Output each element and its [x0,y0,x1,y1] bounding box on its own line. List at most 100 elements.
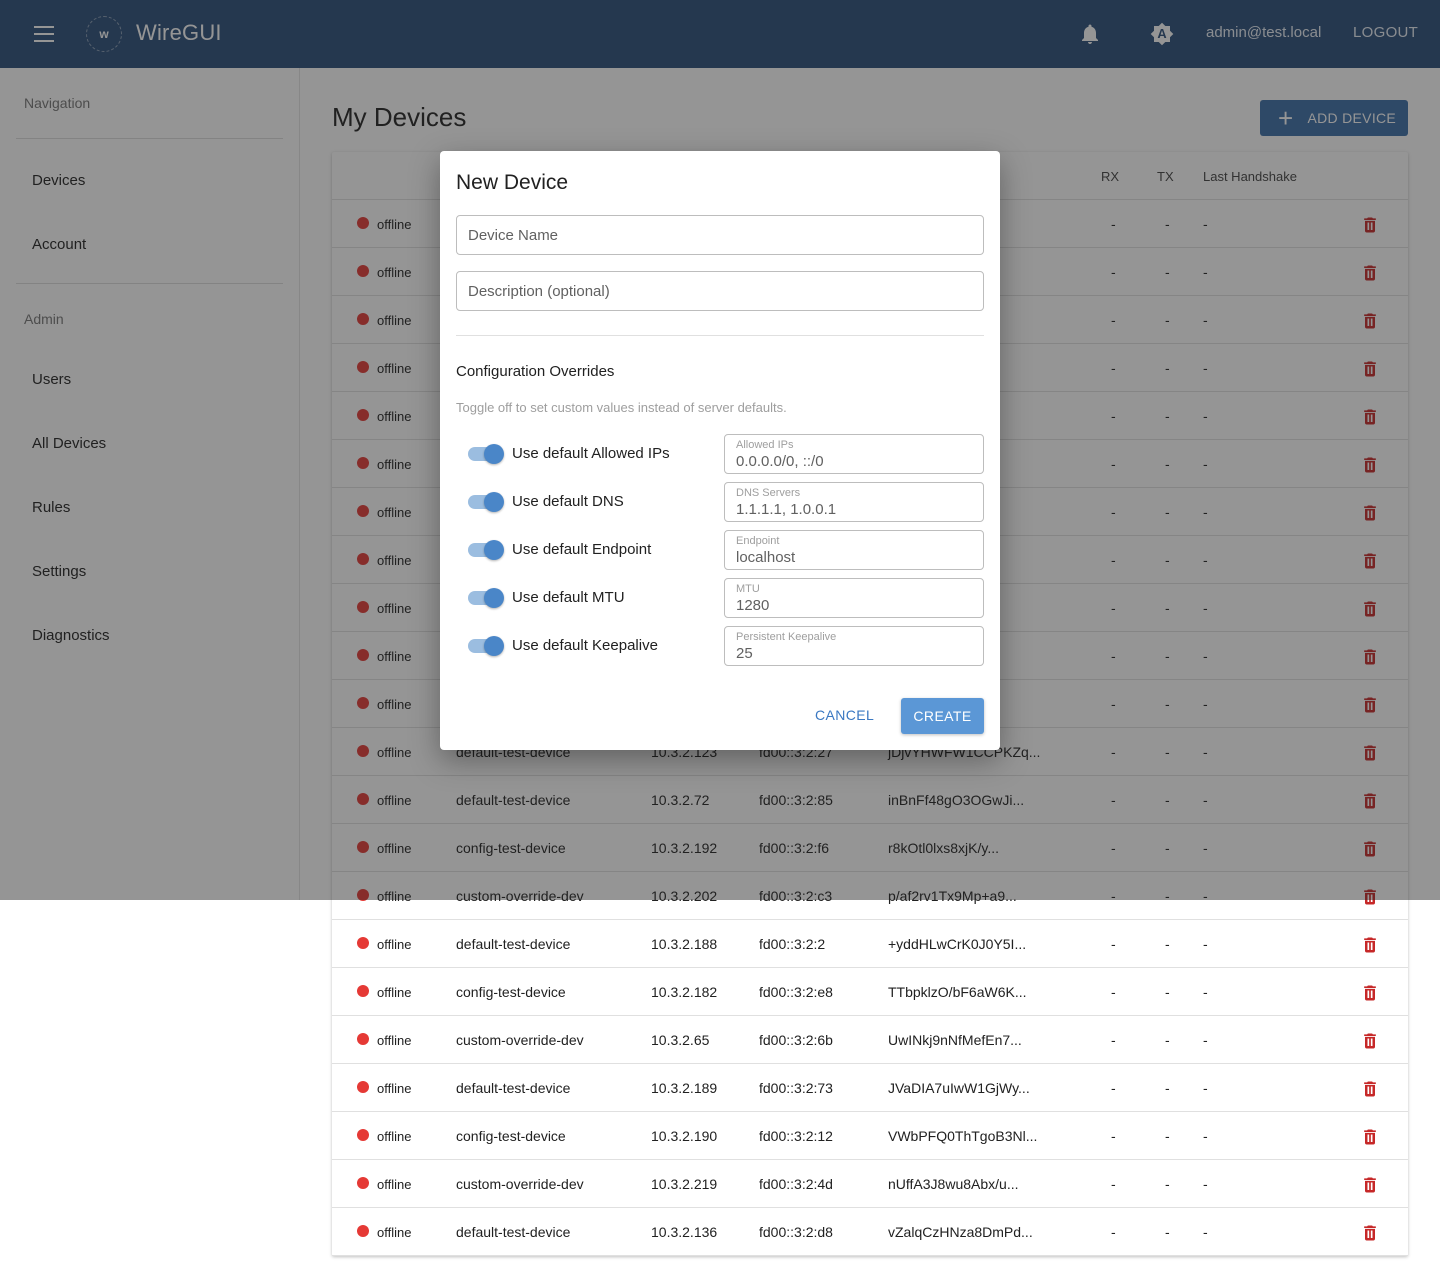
trash-icon[interactable] [1360,742,1380,764]
rx-cell: - [1111,1080,1116,1096]
allowed-ips-field[interactable]: Allowed IPs 0.0.0.0/0, ::/0 [724,434,984,474]
toggle-default-dns[interactable] [468,492,504,512]
trash-icon[interactable] [1360,214,1380,236]
rx-cell: - [1111,360,1116,376]
trash-icon[interactable] [1360,1078,1380,1100]
trash-icon[interactable] [1360,358,1380,380]
trash-icon[interactable] [1360,406,1380,428]
device-name-placeholder: Device Name [468,227,559,244]
mtu-value: 1280 [736,597,770,614]
table-row[interactable]: offline config-test-device 10.3.2.190 fd00:… [332,1112,1408,1160]
column-header-tx[interactable]: TX [1157,169,1174,184]
toggle-default-mtu[interactable] [468,588,504,608]
rx-cell: - [1111,1176,1116,1192]
trash-icon[interactable] [1360,310,1380,332]
device-name-cell: config-test-device [456,984,566,1000]
ipv6-cell: fd00::3:2:e8 [759,984,833,1000]
sidebar-item-settings[interactable]: Settings [32,563,87,580]
column-header-last-handshake[interactable]: Last Handshake [1203,169,1297,184]
trash-icon[interactable] [1360,982,1380,1004]
handshake-cell: - [1203,456,1208,472]
bell-icon[interactable] [1078,22,1102,46]
toggle-default-allowed-ips[interactable] [468,444,504,464]
status-text: offline [377,985,412,1000]
table-row[interactable]: offline default-test-device 10.3.2.136 fd00… [332,1208,1408,1256]
status-text: offline [377,889,412,904]
table-row[interactable]: offline config-test-device 10.3.2.192 fd00:… [332,824,1408,872]
sidebar-item-account[interactable]: Account [32,236,87,253]
table-row[interactable]: offline default-test-device 10.3.2.189 fd00… [332,1064,1408,1112]
description-input[interactable]: Description (optional) [456,271,984,311]
endpoint-field[interactable]: Endpoint localhost [724,530,984,570]
status-dot [357,553,369,565]
trash-icon[interactable] [1360,1174,1380,1196]
rx-cell: - [1111,744,1116,760]
mtu-field[interactable]: MTU 1280 [724,578,984,618]
status-text: offline [377,937,412,952]
status-text: offline [377,1129,412,1144]
handshake-cell: - [1203,888,1208,904]
tx-cell: - [1165,216,1170,232]
tx-cell: - [1165,1128,1170,1144]
keepalive-field[interactable]: Persistent Keepalive 25 [724,626,984,666]
handshake-cell: - [1203,744,1208,760]
rx-cell: - [1111,1032,1116,1048]
tx-cell: - [1165,552,1170,568]
sidebar-item-rules[interactable]: Rules [32,499,71,516]
table-row[interactable]: offline config-test-device 10.3.2.182 fd00:… [332,968,1408,1016]
trash-icon[interactable] [1360,694,1380,716]
handshake-cell: - [1203,1128,1208,1144]
toggle-label-mtu: Use default MTU [512,589,625,606]
sidebar-item-diagnostics[interactable]: Diagnostics [32,627,110,644]
trash-icon[interactable] [1360,262,1380,284]
handshake-cell: - [1203,1080,1208,1096]
create-button[interactable]: CREATE [901,698,984,734]
trash-icon[interactable] [1360,1126,1380,1148]
dns-servers-field[interactable]: DNS Servers 1.1.1.1, 1.0.0.1 [724,482,984,522]
public-key-cell: TTbpklzO/bF6aW6K... [888,984,1027,1000]
rx-cell: - [1111,456,1116,472]
trash-icon[interactable] [1360,454,1380,476]
trash-icon[interactable] [1360,1222,1380,1244]
rx-cell: - [1111,792,1116,808]
sidebar-item-all-devices[interactable]: All Devices [32,435,107,452]
sidebar-item-devices[interactable]: Devices [32,172,86,189]
trash-icon[interactable] [1360,1030,1380,1052]
toggle-default-keepalive[interactable] [468,636,504,656]
trash-icon[interactable] [1360,598,1380,620]
brightness-auto-icon[interactable] [1150,22,1174,46]
trash-icon[interactable] [1360,838,1380,860]
table-row[interactable]: offline default-test-device 10.3.2.188 fd00… [332,920,1408,968]
trash-icon[interactable] [1360,550,1380,572]
public-key-cell: vZalqCzHNza8DmPd... [888,1224,1033,1240]
toggle-default-endpoint[interactable] [468,540,504,560]
keepalive-value: 25 [736,645,753,662]
table-row[interactable]: offline custom-override-dev 10.3.2.219 fd00… [332,1160,1408,1208]
logout-button[interactable]: LOGOUT [1353,24,1419,41]
ipv4-cell: 10.3.2.219 [651,1176,718,1192]
sidebar-item-users[interactable]: Users [32,371,72,388]
trash-icon[interactable] [1360,886,1380,908]
trash-icon[interactable] [1360,502,1380,524]
overrides-title: Configuration Overrides [456,363,615,380]
table-row[interactable]: offline default-test-device 10.3.2.72 fd00:… [332,776,1408,824]
trash-icon[interactable] [1360,646,1380,668]
overrides-description: Toggle off to set custom values instead … [456,400,787,415]
add-device-label: ADD DEVICE [1307,110,1397,126]
mtu-label: MTU [736,583,760,595]
add-device-button[interactable]: + ADD DEVICE [1260,100,1408,136]
device-name-input[interactable]: Device Name [456,215,984,255]
status-text: offline [377,505,412,520]
status-dot [357,1081,369,1093]
trash-icon[interactable] [1360,934,1380,956]
status-text: offline [377,217,412,232]
menu-icon[interactable] [28,20,60,48]
table-row[interactable]: offline custom-override-dev 10.3.2.65 fd00:… [332,1016,1408,1064]
column-header-rx[interactable]: RX [1101,169,1120,184]
ipv6-cell: fd00::3:2:73 [759,1080,833,1096]
cancel-button[interactable]: CANCEL [815,707,875,723]
user-email[interactable]: admin@test.local [1206,24,1322,41]
trash-icon[interactable] [1360,790,1380,812]
endpoint-value: localhost [736,549,796,566]
table-row[interactable]: offline custom-override-dev 10.3.2.202 fd00… [332,872,1408,920]
